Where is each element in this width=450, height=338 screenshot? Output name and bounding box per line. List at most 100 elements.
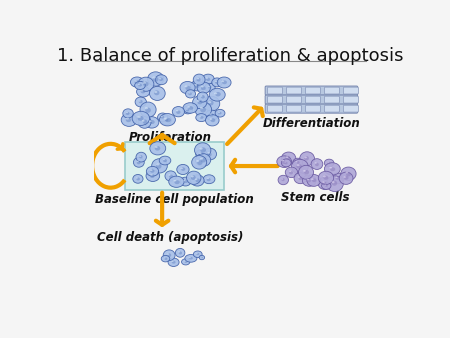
Ellipse shape xyxy=(207,178,211,181)
Ellipse shape xyxy=(200,107,206,113)
Ellipse shape xyxy=(207,152,211,156)
Ellipse shape xyxy=(183,106,193,114)
Ellipse shape xyxy=(307,174,321,186)
Ellipse shape xyxy=(298,176,300,178)
Ellipse shape xyxy=(300,152,315,166)
Ellipse shape xyxy=(315,162,317,164)
Ellipse shape xyxy=(191,175,204,186)
Ellipse shape xyxy=(201,95,205,99)
Ellipse shape xyxy=(199,148,202,150)
Ellipse shape xyxy=(297,164,302,169)
Ellipse shape xyxy=(189,257,191,258)
Ellipse shape xyxy=(311,178,314,180)
Ellipse shape xyxy=(189,257,193,260)
Ellipse shape xyxy=(168,258,179,266)
FancyBboxPatch shape xyxy=(125,142,224,190)
Ellipse shape xyxy=(187,171,201,185)
Ellipse shape xyxy=(145,107,151,113)
Ellipse shape xyxy=(278,175,288,185)
FancyBboxPatch shape xyxy=(324,105,339,112)
Ellipse shape xyxy=(163,159,165,160)
Ellipse shape xyxy=(193,96,207,108)
FancyBboxPatch shape xyxy=(306,87,320,94)
Ellipse shape xyxy=(135,81,145,90)
Ellipse shape xyxy=(324,159,334,167)
Ellipse shape xyxy=(197,100,200,102)
Ellipse shape xyxy=(215,81,219,84)
Ellipse shape xyxy=(215,110,225,117)
Ellipse shape xyxy=(286,156,290,160)
Ellipse shape xyxy=(218,112,220,113)
FancyBboxPatch shape xyxy=(306,105,320,112)
Ellipse shape xyxy=(149,87,165,100)
Ellipse shape xyxy=(161,115,171,125)
Ellipse shape xyxy=(318,171,333,185)
Ellipse shape xyxy=(169,175,173,178)
Ellipse shape xyxy=(150,169,154,173)
Ellipse shape xyxy=(331,173,344,184)
Ellipse shape xyxy=(209,113,212,115)
Ellipse shape xyxy=(304,170,309,174)
Ellipse shape xyxy=(201,86,206,90)
Ellipse shape xyxy=(206,78,210,81)
FancyBboxPatch shape xyxy=(287,105,302,112)
Ellipse shape xyxy=(281,178,283,180)
Ellipse shape xyxy=(302,175,316,186)
Ellipse shape xyxy=(140,102,156,117)
Ellipse shape xyxy=(298,165,314,179)
Ellipse shape xyxy=(186,108,188,110)
Ellipse shape xyxy=(200,95,202,97)
Ellipse shape xyxy=(324,163,340,175)
Ellipse shape xyxy=(304,156,309,161)
Ellipse shape xyxy=(176,111,180,114)
Ellipse shape xyxy=(199,255,205,260)
Ellipse shape xyxy=(344,176,349,180)
Ellipse shape xyxy=(315,163,319,166)
FancyBboxPatch shape xyxy=(343,105,358,112)
Ellipse shape xyxy=(134,158,144,167)
Ellipse shape xyxy=(188,106,194,110)
Ellipse shape xyxy=(172,261,176,264)
Ellipse shape xyxy=(155,75,167,85)
Ellipse shape xyxy=(153,77,158,82)
Ellipse shape xyxy=(214,93,217,94)
Ellipse shape xyxy=(188,92,192,95)
Ellipse shape xyxy=(163,159,167,162)
Ellipse shape xyxy=(164,258,167,260)
Ellipse shape xyxy=(329,167,332,169)
Ellipse shape xyxy=(184,180,188,183)
Ellipse shape xyxy=(183,180,185,182)
Ellipse shape xyxy=(201,257,202,258)
Ellipse shape xyxy=(169,176,184,187)
Ellipse shape xyxy=(138,77,154,91)
Ellipse shape xyxy=(346,171,348,173)
FancyBboxPatch shape xyxy=(287,87,302,94)
Text: Baseline cell population: Baseline cell population xyxy=(95,193,254,206)
Ellipse shape xyxy=(198,100,203,104)
Ellipse shape xyxy=(184,261,187,263)
Ellipse shape xyxy=(298,176,302,180)
Ellipse shape xyxy=(164,118,167,119)
FancyBboxPatch shape xyxy=(265,104,358,113)
Ellipse shape xyxy=(209,113,214,117)
Ellipse shape xyxy=(200,158,203,160)
Ellipse shape xyxy=(197,92,208,102)
Ellipse shape xyxy=(208,101,211,103)
FancyBboxPatch shape xyxy=(324,87,339,94)
Ellipse shape xyxy=(200,152,204,156)
Ellipse shape xyxy=(196,253,198,254)
Ellipse shape xyxy=(167,253,171,257)
Ellipse shape xyxy=(335,177,338,178)
Ellipse shape xyxy=(312,178,316,182)
Ellipse shape xyxy=(197,78,199,79)
Ellipse shape xyxy=(199,116,201,117)
Ellipse shape xyxy=(284,162,288,164)
FancyBboxPatch shape xyxy=(287,96,302,103)
Ellipse shape xyxy=(185,255,197,262)
Ellipse shape xyxy=(135,80,139,84)
Ellipse shape xyxy=(186,108,189,112)
Ellipse shape xyxy=(324,185,326,186)
Ellipse shape xyxy=(191,175,194,177)
Ellipse shape xyxy=(152,159,167,173)
Ellipse shape xyxy=(281,159,291,167)
